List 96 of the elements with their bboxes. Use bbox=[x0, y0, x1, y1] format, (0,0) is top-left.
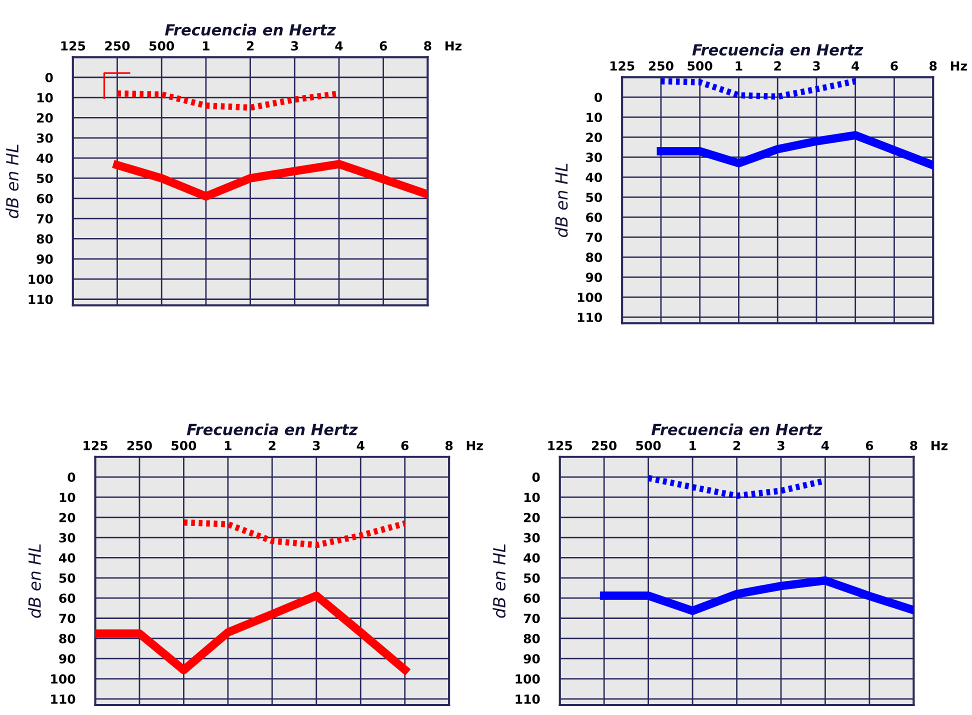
y-tick-label: 50 bbox=[37, 174, 53, 184]
x-tick-label: 3 bbox=[812, 61, 820, 71]
y-tick-label: 20 bbox=[524, 512, 540, 522]
y-tick-label: 80 bbox=[36, 234, 53, 244]
y-tick-label: 20 bbox=[37, 113, 53, 123]
x-tick-label: 8 bbox=[424, 41, 432, 51]
y-tick-label: 10 bbox=[37, 93, 53, 102]
x-tick-label: 250 bbox=[592, 440, 617, 450]
y-tick-label: 30 bbox=[59, 533, 76, 542]
y-tick-label: 60 bbox=[36, 194, 53, 204]
y-tick-label: 60 bbox=[524, 594, 540, 604]
y-tick-label: 70 bbox=[59, 614, 76, 624]
x-tick-label: 2 bbox=[268, 440, 276, 450]
x-tick-label: 250 bbox=[648, 61, 674, 71]
y-tick-label: 70 bbox=[524, 614, 540, 624]
y-tick-label: 40 bbox=[36, 154, 53, 163]
y-tick-label: 110 bbox=[516, 694, 540, 704]
y-axis-title: dB en HL bbox=[492, 544, 506, 618]
x-tick-label: 6 bbox=[401, 440, 409, 450]
x-tick-label: 2 bbox=[774, 61, 781, 70]
y-tick-label: 80 bbox=[586, 252, 602, 262]
y-tick-label: 10 bbox=[60, 492, 76, 502]
x-tick-label: 500 bbox=[172, 440, 196, 450]
y-tick-label: 40 bbox=[524, 553, 540, 563]
x-tick-label: 3 bbox=[291, 41, 298, 51]
y-tick-label: 0 bbox=[532, 472, 540, 482]
y-tick-label: 50 bbox=[586, 192, 602, 202]
x-tick-label: 8 bbox=[930, 61, 937, 71]
y-tick-label: 80 bbox=[524, 634, 540, 644]
y-tick-label: 0 bbox=[45, 72, 53, 82]
x-axis-title: Frecuencia en Hertz bbox=[652, 423, 822, 436]
x-axis-title: Frecuencia en Hertz bbox=[165, 24, 336, 36]
text: Hz bbox=[445, 41, 462, 50]
x-tick-label: 3 bbox=[777, 440, 784, 450]
x-tick-label: 4 bbox=[356, 441, 364, 450]
y-tick-label: 70 bbox=[586, 232, 602, 242]
x-tick-label: 1 bbox=[224, 441, 232, 450]
y-tick-label: 90 bbox=[36, 254, 53, 264]
x-tick-label: 2 bbox=[246, 41, 254, 50]
y-tick-label: 40 bbox=[586, 172, 602, 182]
y-tick-label: 50 bbox=[59, 573, 76, 583]
x-tick-label: 4 bbox=[852, 61, 860, 70]
x-tick-label: 1 bbox=[690, 441, 696, 450]
y-tick-label: 50 bbox=[524, 573, 540, 583]
y-tick-label: 100 bbox=[51, 674, 76, 684]
y-tick-label: 100 bbox=[28, 274, 53, 284]
y-tick-label: 90 bbox=[586, 272, 602, 282]
y-tick-label: 30 bbox=[524, 533, 540, 542]
x-tick-label: 4 bbox=[335, 41, 343, 50]
y-tick-label: 90 bbox=[524, 654, 540, 664]
y-axis-title: dB en HL bbox=[554, 164, 568, 238]
x-tick-label: 125 bbox=[548, 440, 572, 450]
y-tick-label: 60 bbox=[59, 594, 76, 604]
x-tick-label: 500 bbox=[688, 61, 712, 71]
x-tick-label: 125 bbox=[610, 61, 634, 71]
x-tick-label: 6 bbox=[890, 61, 898, 71]
text: Hz bbox=[466, 441, 483, 450]
y-tick-label: 10 bbox=[586, 112, 602, 122]
y-tick-label: 30 bbox=[36, 133, 53, 143]
y-tick-label: 20 bbox=[59, 512, 76, 522]
y-tick-label: 100 bbox=[578, 292, 602, 302]
x-tick-label: 250 bbox=[127, 440, 152, 450]
x-tick-label: 500 bbox=[636, 440, 661, 450]
y-tick-label: 0 bbox=[68, 472, 76, 482]
x-tick-label: 6 bbox=[380, 41, 388, 51]
y-tick-label: 0 bbox=[594, 92, 602, 102]
x-tick-label: 500 bbox=[150, 41, 174, 51]
x-tick-label: 125 bbox=[84, 440, 108, 450]
y-tick-label: 110 bbox=[28, 294, 53, 304]
x-tick-label: 125 bbox=[61, 41, 86, 51]
x-tick-label: 3 bbox=[312, 440, 320, 450]
x-tick-label: 1 bbox=[203, 41, 210, 50]
x-axis-title: Frecuencia en Hertz bbox=[692, 44, 864, 56]
text: Hz bbox=[950, 61, 967, 70]
y-tick-label: 100 bbox=[516, 674, 540, 684]
y-axis-title: dB en HL bbox=[28, 544, 41, 618]
y-tick-label: 80 bbox=[59, 634, 76, 644]
text: Hz bbox=[931, 441, 948, 450]
x-tick-label: 2 bbox=[733, 440, 740, 450]
y-tick-label: 40 bbox=[58, 553, 76, 563]
y-tick-label: 90 bbox=[59, 654, 76, 664]
y-tick-label: 20 bbox=[586, 132, 602, 142]
y-tick-label: 60 bbox=[586, 212, 602, 222]
x-axis-title: Frecuencia en Hertz bbox=[186, 423, 358, 436]
y-tick-label: 10 bbox=[524, 492, 540, 502]
x-tick-label: 1 bbox=[736, 61, 742, 70]
x-tick-label: 250 bbox=[105, 41, 130, 51]
y-tick-label: 30 bbox=[586, 152, 602, 162]
x-tick-label: 8 bbox=[910, 440, 918, 450]
x-tick-label: 6 bbox=[866, 440, 874, 450]
y-tick-label: 70 bbox=[36, 214, 53, 224]
y-axis-title: dB en HL bbox=[6, 144, 19, 218]
y-tick-label: 110 bbox=[51, 694, 76, 704]
x-tick-label: 4 bbox=[821, 441, 829, 450]
y-tick-label: 110 bbox=[578, 312, 602, 322]
x-tick-label: 8 bbox=[445, 440, 453, 450]
